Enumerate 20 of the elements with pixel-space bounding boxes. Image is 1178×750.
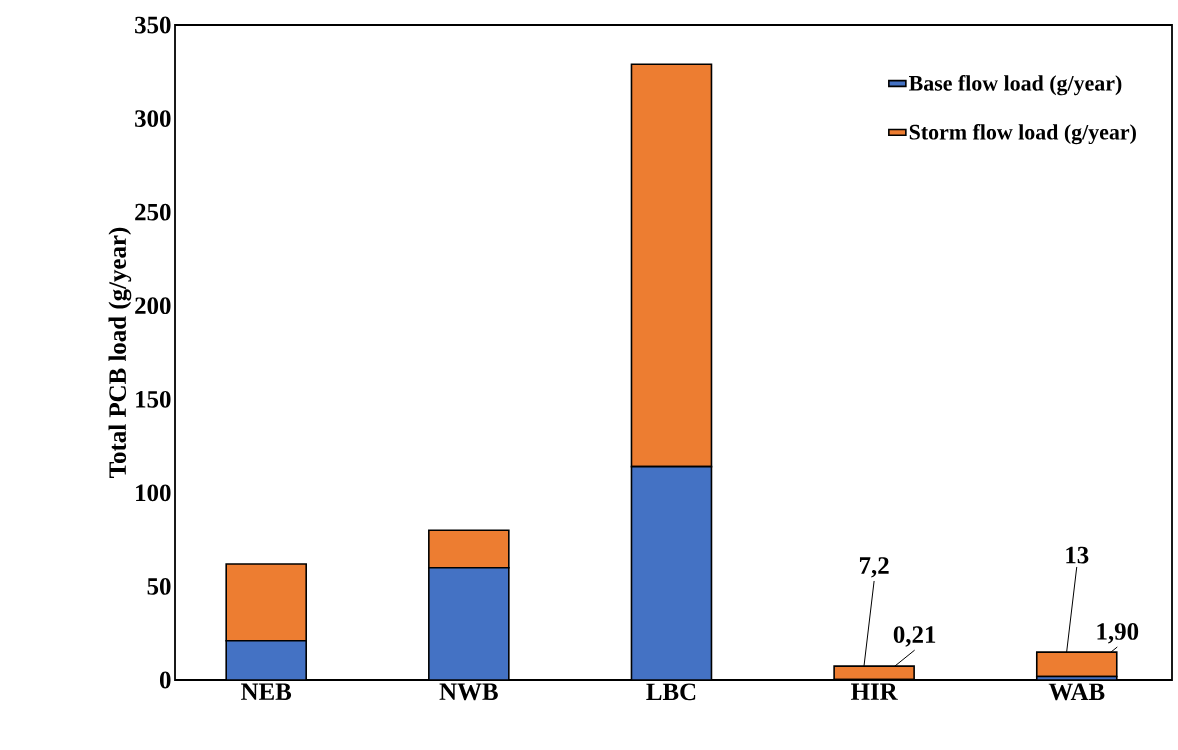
legend-label: Base flow load (g/year) — [909, 75, 1122, 96]
x-tick-label: HIR — [851, 683, 898, 700]
y-tick-label: 0 — [159, 671, 171, 689]
y-axis-title: Total PCB load (g/year) — [108, 227, 132, 478]
data-label: 1,90 — [1097, 623, 1139, 644]
y-tick-label: 250 — [135, 203, 171, 221]
y-tick-label: 200 — [135, 297, 171, 315]
y-tick-label: 100 — [136, 484, 171, 502]
data-label: 13 — [1066, 546, 1089, 564]
data-label: 0,21 — [893, 626, 936, 647]
y-tick-label: 50 — [147, 578, 171, 595]
y-tick-label: 350 — [135, 16, 171, 34]
legend-label: Storm flow load (g/year) — [909, 123, 1136, 145]
data-label: 7,2 — [859, 557, 889, 578]
x-tick-label: WAB — [1048, 683, 1105, 701]
y-tick-label: 300 — [135, 110, 171, 127]
y-tick-label: 150 — [136, 390, 171, 408]
x-tick-label: LBC — [646, 683, 696, 701]
x-tick-label: NEB — [241, 683, 292, 700]
x-tick-label: NWB — [439, 683, 498, 701]
